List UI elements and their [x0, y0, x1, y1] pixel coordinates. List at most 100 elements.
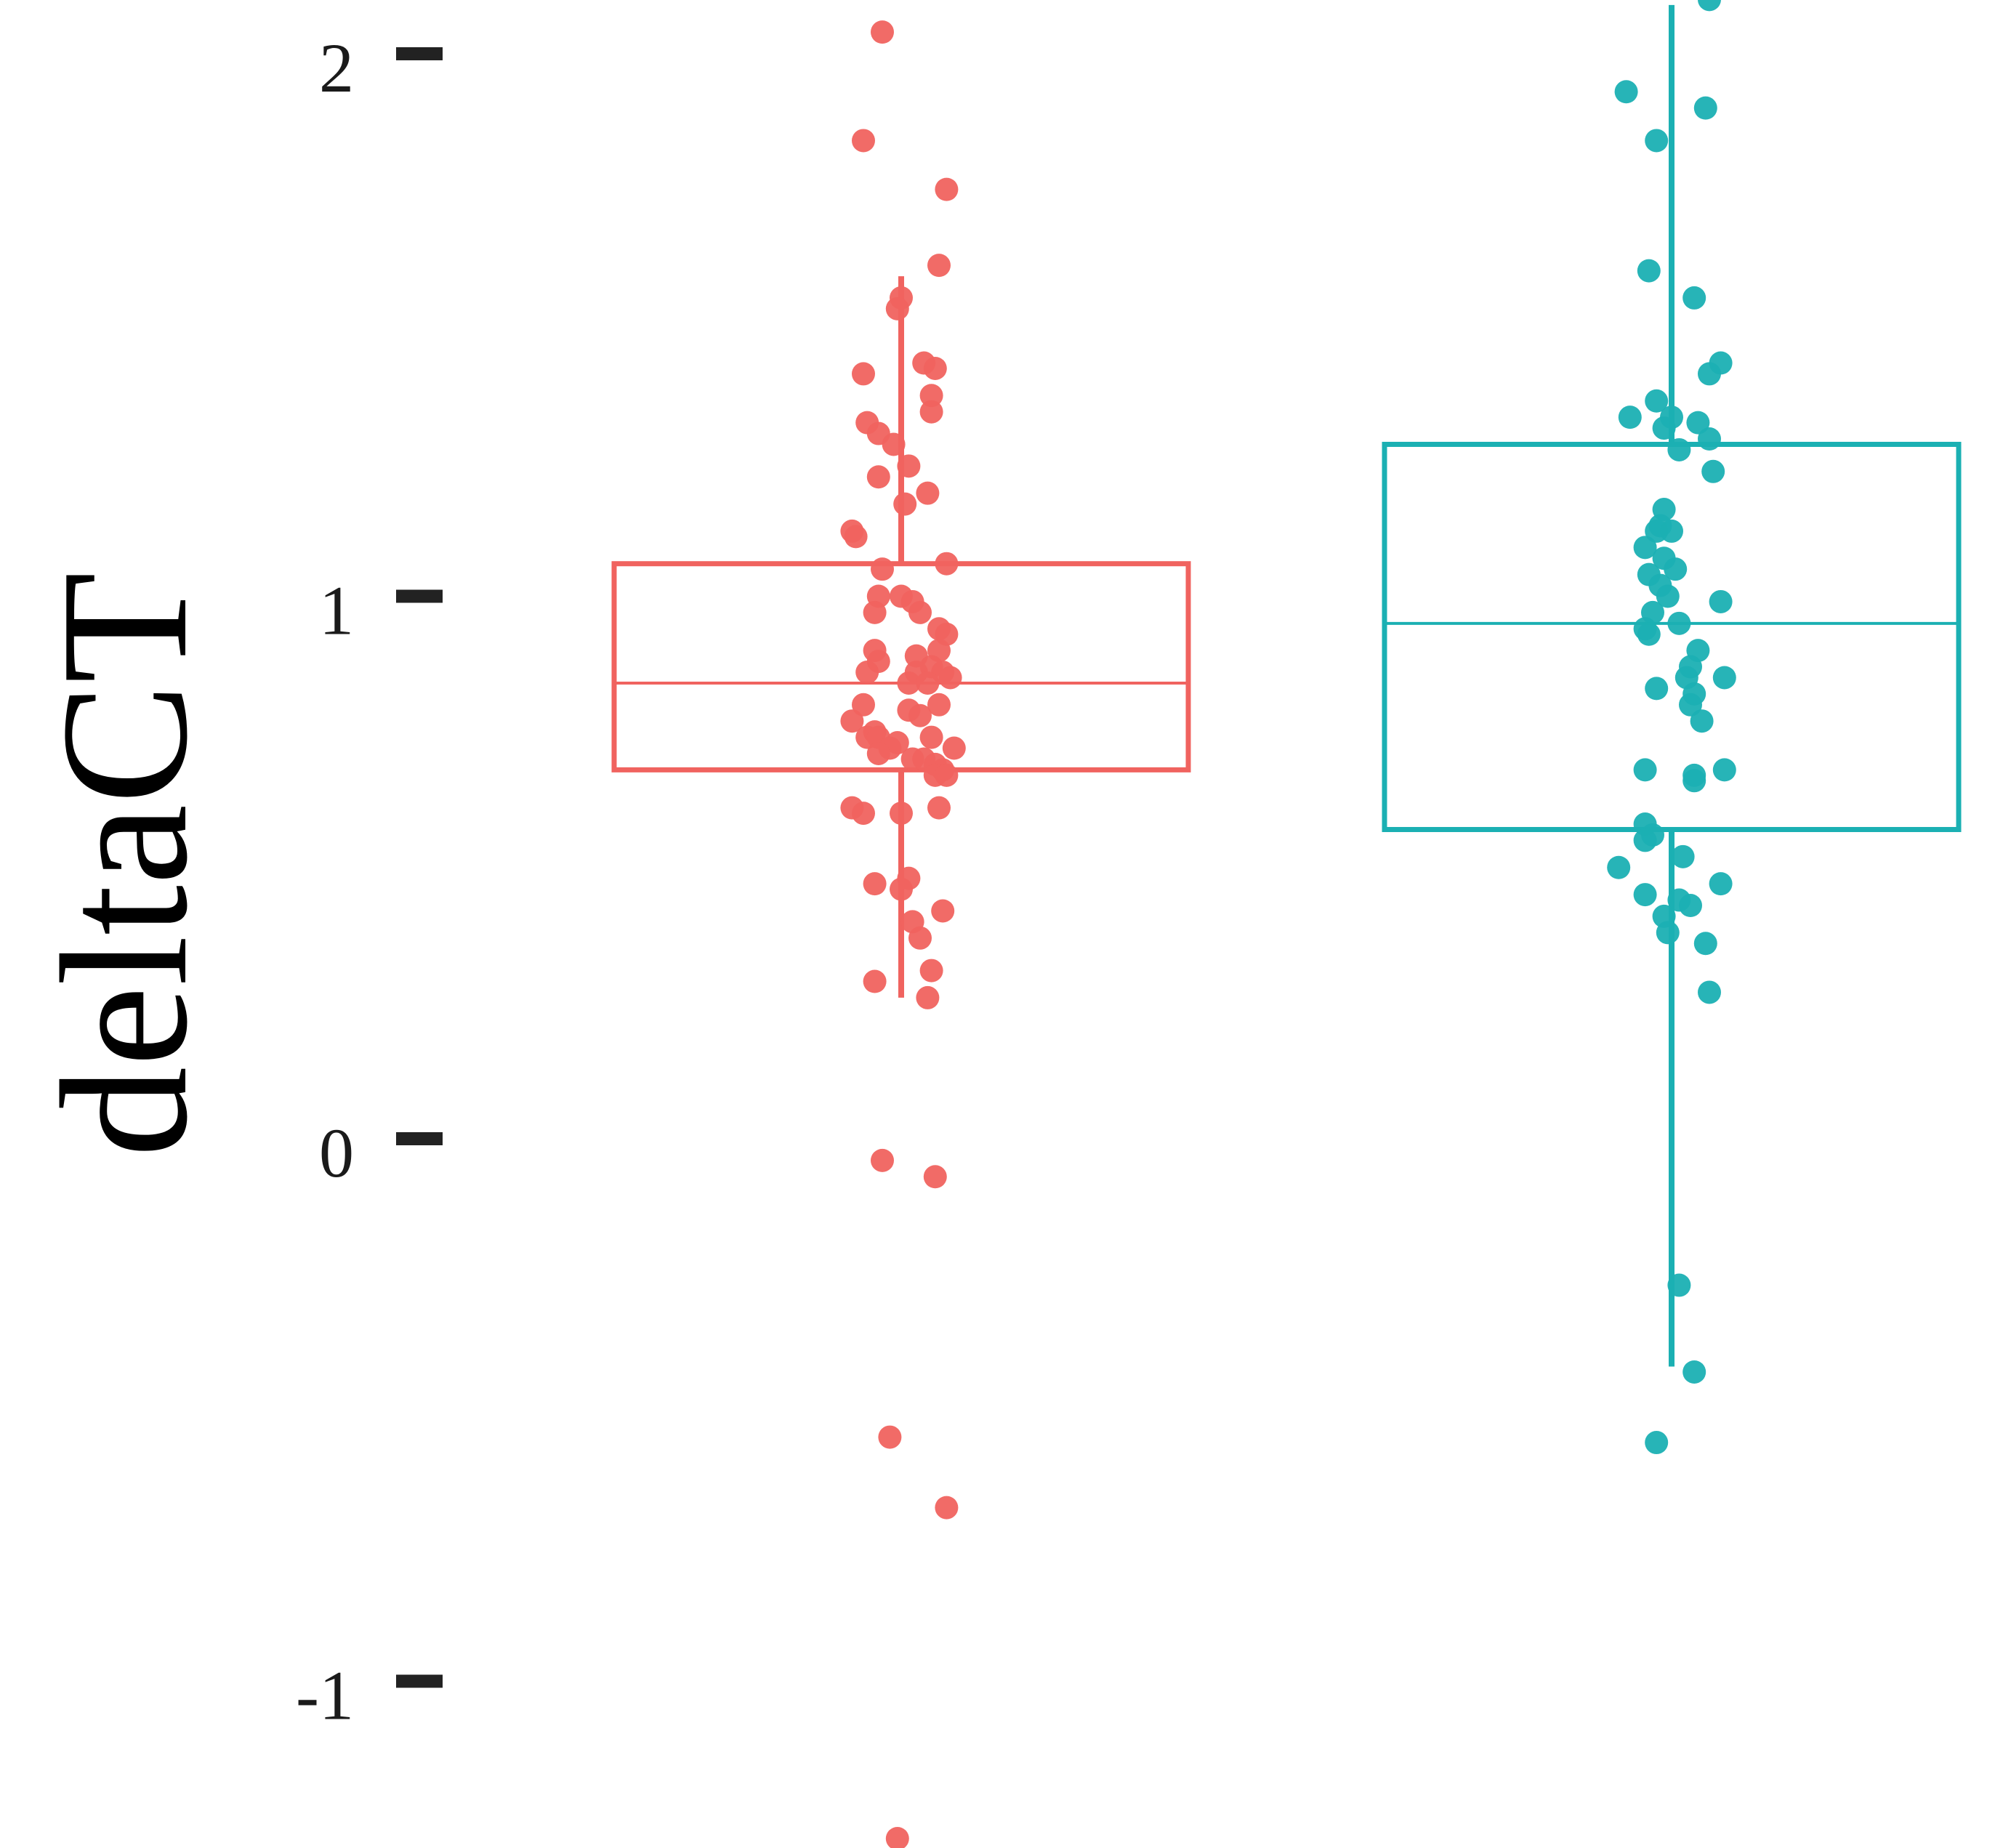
- series-group: [611, 20, 1191, 1848]
- data-point: [878, 1425, 902, 1449]
- data-point: [1637, 622, 1661, 646]
- data-point: [1698, 427, 1721, 451]
- data-point: [863, 969, 887, 993]
- data-point: [1693, 96, 1717, 120]
- data-point: [1709, 872, 1733, 896]
- data-point: [1698, 980, 1721, 1004]
- data-point: [890, 802, 913, 826]
- y-tick-mark: [396, 1674, 443, 1688]
- series-group: [1382, 0, 1962, 1455]
- data-point: [916, 481, 940, 505]
- y-tick-label: 0: [319, 1114, 354, 1192]
- data-point: [852, 129, 875, 153]
- data-point: [1712, 666, 1736, 690]
- data-point: [931, 899, 955, 923]
- data-point: [866, 741, 890, 765]
- data-point: [852, 693, 875, 717]
- y-tick-label: 1: [319, 572, 354, 650]
- data-point: [1682, 286, 1706, 310]
- data-point: [1656, 584, 1680, 608]
- data-point: [927, 254, 951, 278]
- plot-area: [611, 0, 1962, 1848]
- y-tick-mark: [396, 589, 443, 603]
- data-point: [908, 703, 932, 727]
- y-tick-label: 2: [319, 29, 354, 107]
- data-point: [1652, 416, 1676, 440]
- data-point: [1667, 437, 1691, 461]
- y-tick-mark: [396, 47, 443, 60]
- data-point: [871, 1148, 894, 1172]
- data-point: [1645, 389, 1669, 413]
- data-point: [863, 872, 887, 896]
- data-point: [885, 1826, 909, 1848]
- y-axis-label: deltaCT: [24, 572, 225, 1157]
- data-point: [935, 1496, 959, 1520]
- data-point: [1614, 80, 1638, 104]
- data-point: [1633, 883, 1657, 907]
- data-point: [840, 709, 864, 733]
- data-point: [1633, 536, 1657, 560]
- data-point: [871, 20, 894, 44]
- data-point: [938, 666, 962, 690]
- data-point: [1645, 129, 1669, 153]
- data-point: [1633, 758, 1657, 782]
- data-point: [1709, 589, 1733, 613]
- data-point: [919, 959, 943, 982]
- data-point: [885, 296, 909, 320]
- data-point: [882, 432, 906, 456]
- data-point: [844, 525, 868, 549]
- data-point: [1701, 459, 1725, 483]
- data-point: [927, 693, 951, 717]
- data-point: [1682, 769, 1706, 793]
- data-point: [1667, 1273, 1691, 1297]
- data-point: [935, 763, 959, 787]
- data-point: [1712, 758, 1736, 782]
- data-point: [1633, 828, 1657, 852]
- data-point: [855, 661, 879, 685]
- data-point: [871, 557, 894, 581]
- data-point: [919, 725, 943, 749]
- data-point: [935, 177, 959, 201]
- data-point: [1645, 1431, 1669, 1455]
- data-point: [935, 552, 959, 576]
- data-point: [893, 492, 917, 516]
- data-point: [897, 671, 921, 695]
- data-point: [897, 866, 921, 890]
- data-point: [1667, 611, 1691, 635]
- data-point: [908, 926, 932, 950]
- data-point: [919, 400, 943, 424]
- data-point: [923, 1165, 947, 1189]
- data-point: [1679, 693, 1702, 717]
- data-point: [1618, 405, 1642, 429]
- data-point: [1656, 921, 1680, 945]
- data-point: [1664, 557, 1688, 581]
- data-point: [908, 600, 932, 624]
- data-point: [866, 465, 890, 489]
- data-point: [927, 796, 951, 820]
- data-point: [1693, 932, 1717, 956]
- data-point: [863, 600, 887, 624]
- data-point: [919, 384, 943, 408]
- data-point: [1645, 677, 1669, 701]
- y-tick-mark: [396, 1132, 443, 1145]
- data-point: [1645, 519, 1669, 543]
- data-point: [916, 671, 940, 695]
- data-point: [1682, 1360, 1706, 1384]
- data-point: [852, 362, 875, 386]
- data-point: [1698, 362, 1721, 386]
- y-axis: 2 1 0 -1: [296, 29, 443, 1735]
- data-point: [1671, 844, 1695, 868]
- data-point: [942, 736, 966, 760]
- data-point: [1607, 855, 1631, 879]
- data-point: [1698, 0, 1721, 12]
- data-point: [923, 356, 947, 380]
- data-point: [852, 802, 875, 826]
- data-point: [916, 985, 940, 1009]
- data-point: [1679, 894, 1702, 918]
- data-point: [897, 454, 921, 478]
- y-tick-label: -1: [296, 1657, 354, 1735]
- data-point: [1690, 709, 1714, 733]
- data-point: [1686, 411, 1710, 435]
